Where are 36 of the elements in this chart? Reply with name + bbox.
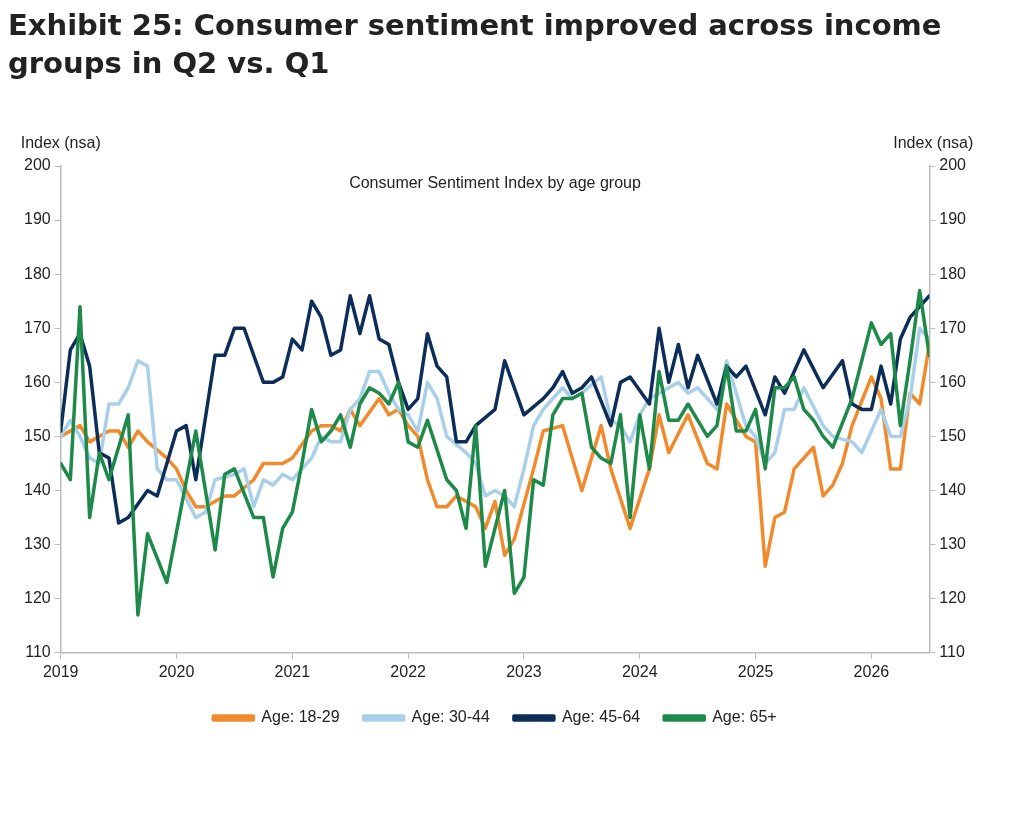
legend-label: Age: 65+ <box>712 708 777 726</box>
y2-tick-label: 140 <box>939 480 967 498</box>
text: Consumer Sentiment Index by age group <box>349 174 641 192</box>
y2-tick-label: 190 <box>939 210 967 228</box>
y-tick-label: 150 <box>23 426 51 444</box>
y2-tick-label: 170 <box>939 318 967 336</box>
x-tick-label: 2024 <box>621 662 658 680</box>
y-tick-label: 160 <box>23 372 51 390</box>
x-tick-label: 2026 <box>853 662 890 680</box>
y-tick-label: 200 <box>23 156 51 174</box>
x-tick-label: 2022 <box>390 662 427 680</box>
y-tick-label: 130 <box>23 535 51 553</box>
x-tick-label: 2025 <box>737 662 774 680</box>
y-tick-label: 120 <box>23 589 51 607</box>
y2-axis-title: Index (nsa) <box>893 134 974 152</box>
y-axis-title: Index (nsa) <box>20 134 101 152</box>
x-tick-label: 2019 <box>42 662 79 680</box>
y2-tick-label: 150 <box>939 426 967 444</box>
y2-tick-label: 130 <box>939 535 967 553</box>
legend-label: Age: 45-64 <box>561 708 641 726</box>
y-tick-label: 190 <box>23 210 51 228</box>
y-tick-label: 170 <box>23 318 51 336</box>
y2-tick-label: 120 <box>939 589 967 607</box>
legend-label: Age: 30-44 <box>411 708 490 726</box>
x-tick-label: 2021 <box>274 662 311 680</box>
chart-title: Exhibit 25: Consumer sentiment improved across income groups in Q2 vs. Q1 <box>8 7 943 82</box>
x-tick-label: 2020 <box>158 662 195 680</box>
y2-tick-label: 160 <box>939 372 967 390</box>
y2-tick-label: 200 <box>939 156 967 174</box>
y2-tick-label: 180 <box>939 264 967 282</box>
y-tick-label: 180 <box>23 264 51 282</box>
legend-label: Age: 18-29 <box>261 708 340 726</box>
y2-tick-label: 110 <box>939 643 965 661</box>
x-tick-label: 2023 <box>506 662 542 680</box>
y-tick-label: 110 <box>25 643 51 661</box>
y-tick-label: 140 <box>23 480 51 498</box>
